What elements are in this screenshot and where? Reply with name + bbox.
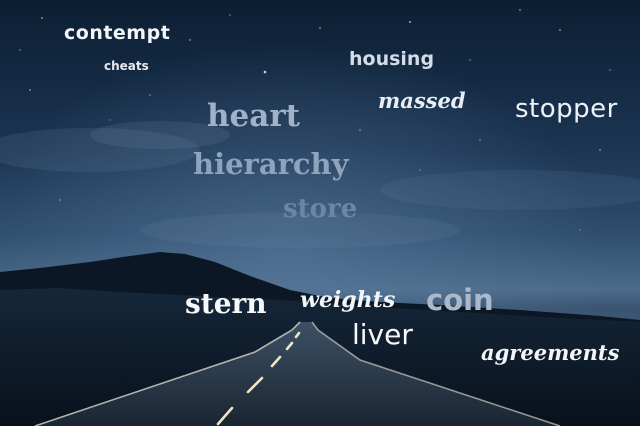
word-contempt: contempt bbox=[64, 22, 171, 44]
word-hierarchy: hierarchy bbox=[193, 147, 349, 181]
word-massed: massed bbox=[378, 88, 466, 113]
word-heart: heart bbox=[207, 98, 300, 134]
word-liver: liver bbox=[352, 318, 413, 351]
word-weights: weights bbox=[300, 287, 396, 313]
word-stopper: stopper bbox=[515, 94, 618, 124]
word-coin: coin bbox=[426, 283, 494, 317]
word-agreements: agreements bbox=[481, 340, 620, 365]
word-store: store bbox=[283, 194, 358, 224]
word-stern: stern bbox=[185, 287, 267, 320]
word-cheats: cheats bbox=[104, 59, 149, 73]
word-housing: housing bbox=[349, 48, 435, 70]
